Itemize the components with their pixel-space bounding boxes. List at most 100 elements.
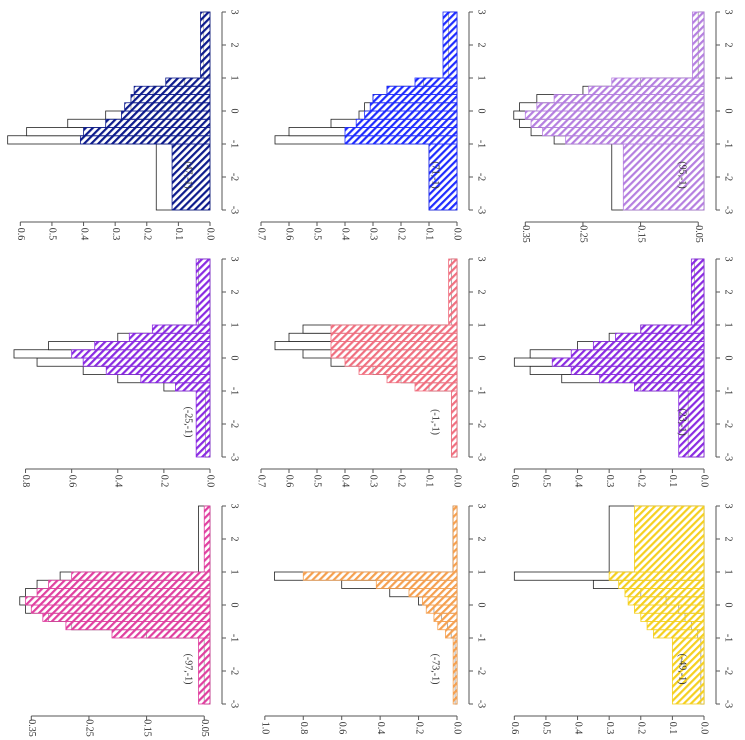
bar [195,390,211,458]
x-tick-label: -1 [476,387,487,395]
x-tick-label: 0 [476,356,487,361]
bar [375,579,458,589]
y-tick-label: 0.35 [26,719,37,737]
bar [111,629,211,639]
x-tick-label: -1 [723,140,734,148]
y-tick-label: 0.5 [541,475,552,488]
bar [355,118,458,128]
bar [624,588,705,598]
bar [422,596,458,606]
y-tick-label: 0.7 [256,475,267,488]
bar [524,110,705,120]
bar [30,604,211,614]
y-tick-label: 0.3 [604,722,615,735]
bar [71,349,211,359]
x-tick-label: 2 [476,43,487,48]
x-tick-label: 3 [229,10,240,15]
bar [448,258,458,326]
bar [570,349,705,359]
y-tick-label: 0.4 [375,722,386,735]
x-tick-label: 1 [229,570,240,575]
x-tick-label: -3 [723,206,734,214]
y-tick-label: 0.6 [509,722,520,735]
bar [671,637,705,705]
bar [195,258,211,326]
bar [151,324,211,334]
x-tick-label: 1 [229,76,240,81]
bar [83,127,211,137]
x-tick-label: -3 [723,453,734,461]
x-tick-label: -3 [476,453,487,461]
y-tick-label: 1.0 [260,722,271,735]
y-tick-label: 0.15 [635,225,646,243]
x-tick-label: -3 [229,453,240,461]
x-tick-label: 3 [476,504,487,509]
bar [414,77,458,87]
y-tick-label: 0.8 [20,475,31,488]
bar [634,382,705,392]
bar [592,341,705,351]
bar [330,341,458,351]
x-tick-label: -3 [476,700,487,708]
y-tick-label: 0.4 [340,475,351,488]
bar [25,596,211,606]
bar [133,85,211,95]
y-tick-label: 0.3 [604,475,615,488]
bar [386,374,458,384]
x-tick-label: -3 [229,206,240,214]
y-tick-label: 0.0 [699,475,710,488]
x-tick-label: 2 [229,290,240,295]
x-tick-label: 0 [723,109,734,114]
bar [653,629,705,639]
bar [408,588,458,598]
bar [634,604,705,614]
x-tick-label: 2 [476,290,487,295]
y-tick-label: 0.6 [284,228,295,241]
bar [570,365,705,375]
bar [71,571,211,581]
panel-title: (23,-1) [677,408,688,436]
bar [364,110,458,120]
bar [599,374,705,384]
bar [330,332,458,342]
y-tick-label: 0.1 [667,475,678,488]
x-tick-label: -1 [476,634,487,642]
x-tick-label: 3 [229,257,240,262]
bar [542,127,705,137]
y-tick-label: 0.2 [635,722,646,735]
y-tick-label: 0.35 [520,225,531,243]
x-tick-label: -2 [723,667,734,675]
bar [690,258,705,326]
bar [358,365,458,375]
x-tick-label: 1 [476,570,487,575]
y-tick-label: 0.2 [141,228,152,241]
y-tick-label: 0.0 [452,722,463,735]
bar [344,127,458,137]
bar [94,341,211,351]
bar [65,621,211,631]
panel-title: (47,-1) [183,161,194,189]
x-tick-label: -1 [229,387,240,395]
x-tick-label: 1 [723,76,734,81]
x-tick-label: 0 [723,356,734,361]
bar [611,77,705,87]
x-tick-label: -2 [229,420,240,428]
x-tick-label: 2 [723,43,734,48]
bar [198,637,211,705]
x-tick-label: -2 [229,667,240,675]
bar [121,110,211,120]
y-tick-label: 0.2 [396,475,407,488]
bar [553,94,705,104]
x-tick-label: 2 [723,290,734,295]
bar [425,604,458,614]
x-tick-label: 3 [229,504,240,509]
y-tick-label: 0.3 [368,475,379,488]
x-tick-label: 3 [476,257,487,262]
y-tick-label: 0.2 [159,475,170,488]
y-tick-label: 0.0 [452,228,463,241]
bar [175,382,211,392]
bar [330,324,458,334]
x-tick-label: -3 [229,700,240,708]
bar [200,11,211,79]
bar [105,118,211,128]
